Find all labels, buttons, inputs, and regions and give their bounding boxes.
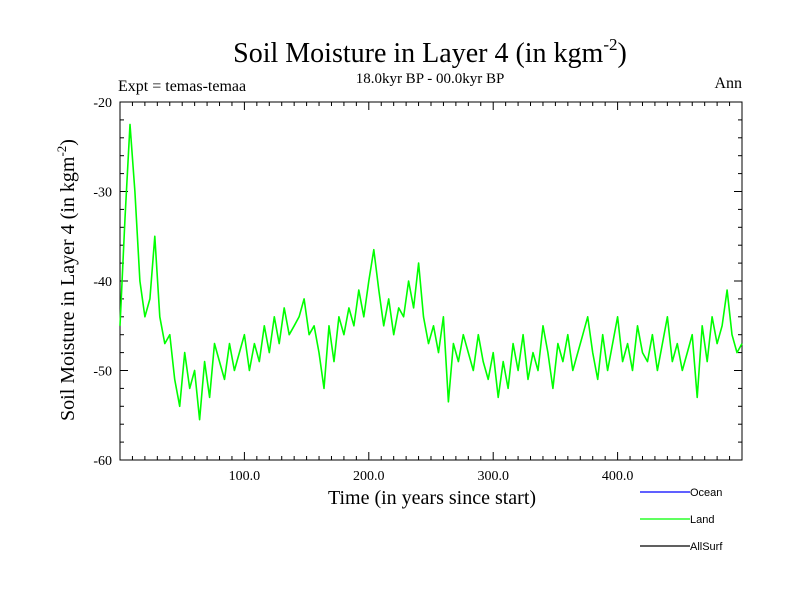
legend-label-allsurf: AllSurf	[690, 541, 723, 553]
chart-title: Soil Moisture in Layer 4 (in kgm-2)	[233, 35, 627, 69]
y-axis-label: Soil Moisture in Layer 4 (in kgm-2)	[54, 139, 79, 421]
y-tick-label: -50	[93, 365, 112, 380]
legend-label-land: Land	[690, 514, 714, 526]
plot-frame	[119, 101, 743, 461]
y-axis-ticks: -60 -50 -40 -30 -20	[93, 96, 742, 469]
y-tick-label: -20	[93, 96, 112, 111]
x-axis-label: Time (in years since start)	[328, 487, 536, 509]
y-tick-label: -60	[93, 454, 112, 469]
legend-label-ocean: Ocean	[690, 487, 722, 499]
season-label: Ann	[714, 75, 742, 92]
x-tick-label: 100.0	[229, 469, 261, 484]
x-tick-label: 300.0	[477, 469, 509, 484]
experiment-label: Expt = temas-temaa	[118, 78, 246, 95]
x-tick-label: 400.0	[602, 469, 634, 484]
y-tick-label: -30	[93, 186, 112, 201]
series-line-land	[119, 123, 743, 421]
chart-subtitle: 18.0kyr BP - 00.0kyr BP	[356, 71, 505, 87]
series-layer	[119, 123, 743, 421]
y-tick-label: -40	[93, 275, 112, 290]
x-axis-ticks: 100.0 200.0 300.0 400.0	[131, 102, 731, 484]
legend: Ocean Land AllSurf	[640, 487, 723, 553]
x-tick-label: 200.0	[353, 469, 385, 484]
